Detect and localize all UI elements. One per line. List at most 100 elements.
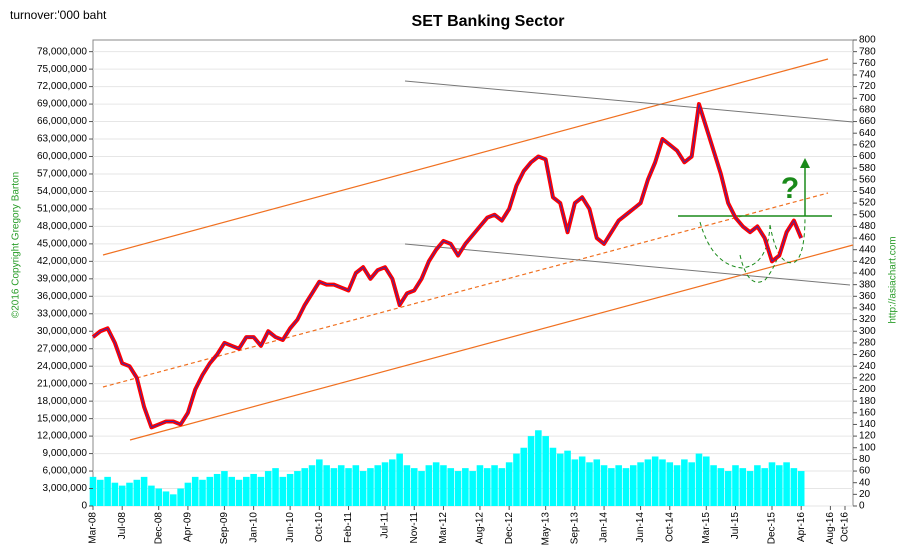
x-tick-label: Sep-09 [219, 512, 230, 545]
turnover-bar [221, 471, 228, 506]
turnover-bar [549, 447, 557, 506]
turnover-bar [440, 465, 447, 506]
turnover-bar [608, 468, 615, 506]
turnover-bar [89, 476, 97, 506]
x-tick-label: Jun-14 [635, 512, 646, 543]
turnover-bar [754, 465, 761, 506]
turnover-bar [410, 468, 418, 506]
turnover-bar [118, 485, 126, 506]
x-tick-label: Aug-16 [825, 512, 836, 545]
turnover-bar [432, 462, 440, 506]
x-tick-label: May-13 [540, 512, 551, 546]
turnover-bar [381, 462, 389, 506]
turnover-bar [359, 471, 367, 506]
y2-tick-label: 720 [859, 81, 876, 92]
turnover-bar [257, 476, 265, 506]
turnover-bar [732, 465, 739, 506]
turnover-bar [615, 465, 622, 506]
trend-lines [102, 58, 854, 441]
turnover-bar [228, 476, 236, 506]
turnover-bar [170, 494, 177, 506]
turnover-bar [374, 465, 382, 506]
y-tick-label: 36,000,000 [37, 291, 87, 302]
y2-tick-label: 180 [859, 396, 876, 407]
y-tick-label: 51,000,000 [37, 204, 87, 215]
y2-tick-label: 80 [859, 454, 871, 465]
turnover-bar [286, 473, 294, 506]
turnover-bar [396, 453, 403, 506]
y2-tick-label: 580 [859, 163, 876, 174]
y2-tick-label: 300 [859, 326, 876, 337]
x-tick-label: Oct-10 [314, 512, 325, 542]
y2-tick-label: 280 [859, 338, 876, 349]
x-tick-label: Mar-08 [88, 512, 99, 544]
y2-tick-label: 40 [859, 477, 871, 488]
x-tick-label: Oct-14 [664, 512, 675, 542]
y2-tick-label: 460 [859, 233, 876, 244]
turnover-bar [367, 468, 374, 506]
turnover-bar [739, 468, 747, 506]
turnover-bar [352, 465, 360, 506]
turnover-bar [556, 453, 564, 506]
y-tick-label: 42,000,000 [37, 256, 87, 267]
turnover-bar [666, 462, 674, 506]
turnover-bar [104, 476, 111, 506]
turnover-bar [250, 473, 257, 506]
y2-tick-label: 640 [859, 128, 876, 139]
turnover-bar [323, 465, 330, 506]
turnover-bar [155, 488, 162, 506]
turnover-bar [462, 468, 469, 506]
y2-tick-label: 60 [859, 466, 871, 477]
y2-tick-label: 680 [859, 105, 876, 116]
x-tick-label: Mar-12 [438, 512, 449, 544]
y2-tick-label: 0 [859, 501, 865, 512]
turnover-bar [206, 476, 214, 506]
turnover-bar [191, 476, 199, 506]
x-tick-label: Sep-13 [570, 512, 581, 545]
turnover-bar [199, 479, 206, 506]
turnover-bar [97, 479, 104, 506]
turnover-bar [148, 485, 155, 506]
y2-tick-label: 620 [859, 139, 876, 150]
turnover-bar [316, 459, 323, 506]
y-tick-label: 27,000,000 [37, 343, 87, 354]
y-tick-label: 39,000,000 [37, 273, 87, 284]
y2-tick-label: 320 [859, 314, 876, 325]
y-tick-label: 6,000,000 [43, 466, 88, 477]
turnover-bar [629, 465, 637, 506]
turnover-bar [593, 459, 601, 506]
turnover-bar [243, 476, 250, 506]
turnover-bar [454, 471, 462, 506]
trend-line [404, 243, 851, 286]
y2-tick-label: 740 [859, 70, 876, 81]
turnover-bar [213, 473, 221, 506]
x-tick-label: Oct-16 [840, 512, 851, 542]
turnover-bar [761, 468, 768, 506]
price-line-core [92, 103, 802, 428]
turnover-bar [776, 465, 783, 506]
turnover-bar [345, 468, 352, 506]
turnover-bar [783, 462, 790, 506]
y2-tick-label: 760 [859, 58, 876, 69]
y-tick-label: 63,000,000 [37, 134, 87, 145]
turnover-bar [177, 488, 184, 506]
turnover-bar [447, 468, 455, 506]
y-tick-label: 30,000,000 [37, 326, 87, 337]
y-tick-label: 12,000,000 [37, 431, 87, 442]
turnover-bar [483, 468, 491, 506]
y2-tick-label: 700 [859, 93, 876, 104]
turnover-bar [542, 436, 549, 506]
turnover-bar [505, 462, 513, 506]
y2-tick-label: 360 [859, 291, 876, 302]
turnover-bar [140, 476, 148, 506]
turnover-bar [746, 471, 754, 506]
x-tick-label: Dec-15 [767, 512, 778, 545]
trend-line [102, 192, 829, 388]
y2-tick-label: 600 [859, 151, 876, 162]
turnover-bar [586, 462, 593, 506]
y2-tick-label: 140 [859, 419, 876, 430]
turnover-bar [797, 471, 805, 506]
turnover-bar [717, 468, 725, 506]
y-tick-label: 9,000,000 [43, 448, 88, 459]
